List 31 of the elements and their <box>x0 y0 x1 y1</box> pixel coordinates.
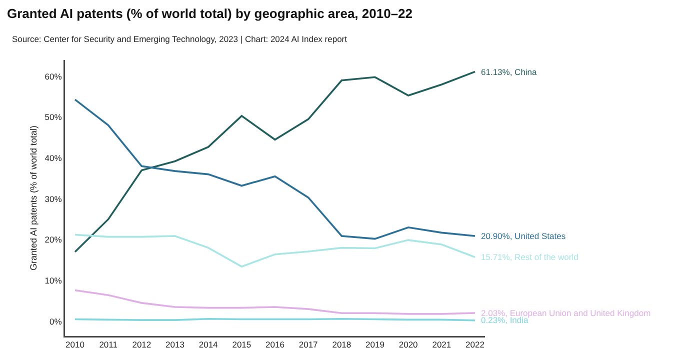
x-tick-label: 2013 <box>166 340 185 350</box>
x-tick-label: 2021 <box>432 340 452 350</box>
line-series <box>74 234 476 268</box>
y-tick-label: 30% <box>44 194 62 204</box>
x-tick-label: 2022 <box>466 340 485 350</box>
x-tick-label: 2019 <box>366 340 385 350</box>
x-tick-label: 2018 <box>332 340 352 350</box>
series-label: 15.71%, Rest of the world <box>481 252 579 262</box>
x-tick-label: 2016 <box>266 340 285 350</box>
line-series <box>74 98 476 240</box>
y-tick-label: 50% <box>44 112 62 122</box>
x-tick-label: 2011 <box>99 340 118 350</box>
x-tick-label: 2017 <box>298 340 318 350</box>
x-tick-label: 2020 <box>398 340 418 350</box>
y-tick-label: 20% <box>44 234 62 245</box>
y-tick-label: 0% <box>50 316 62 326</box>
x-tick-label: 2015 <box>232 340 252 350</box>
y-tick-label: 40% <box>44 152 62 163</box>
y-tick-label: 60% <box>44 71 62 82</box>
chart-subtitle: Source: Center for Security and Emerging Technology, 2023 | Chart: 2024 AI Index report <box>12 34 348 44</box>
y-axis-title: Granted AI patents (% of world total) <box>28 125 38 271</box>
series-label: 2.03%, European Union and United Kingdom <box>481 308 651 318</box>
y-tick-label: 10% <box>44 275 62 286</box>
x-tick-label: 2012 <box>132 340 152 350</box>
x-tick-label: 2010 <box>66 340 85 350</box>
series-label: 20.90%, United States <box>481 231 566 241</box>
line-series <box>74 289 476 315</box>
chart-title: Granted AI patents (% of world total) by geographic area, 2010–22 <box>7 6 413 22</box>
x-tick-label: 2014 <box>198 340 218 350</box>
line-series <box>74 70 476 253</box>
series-label: 61.13%, China <box>481 67 538 77</box>
